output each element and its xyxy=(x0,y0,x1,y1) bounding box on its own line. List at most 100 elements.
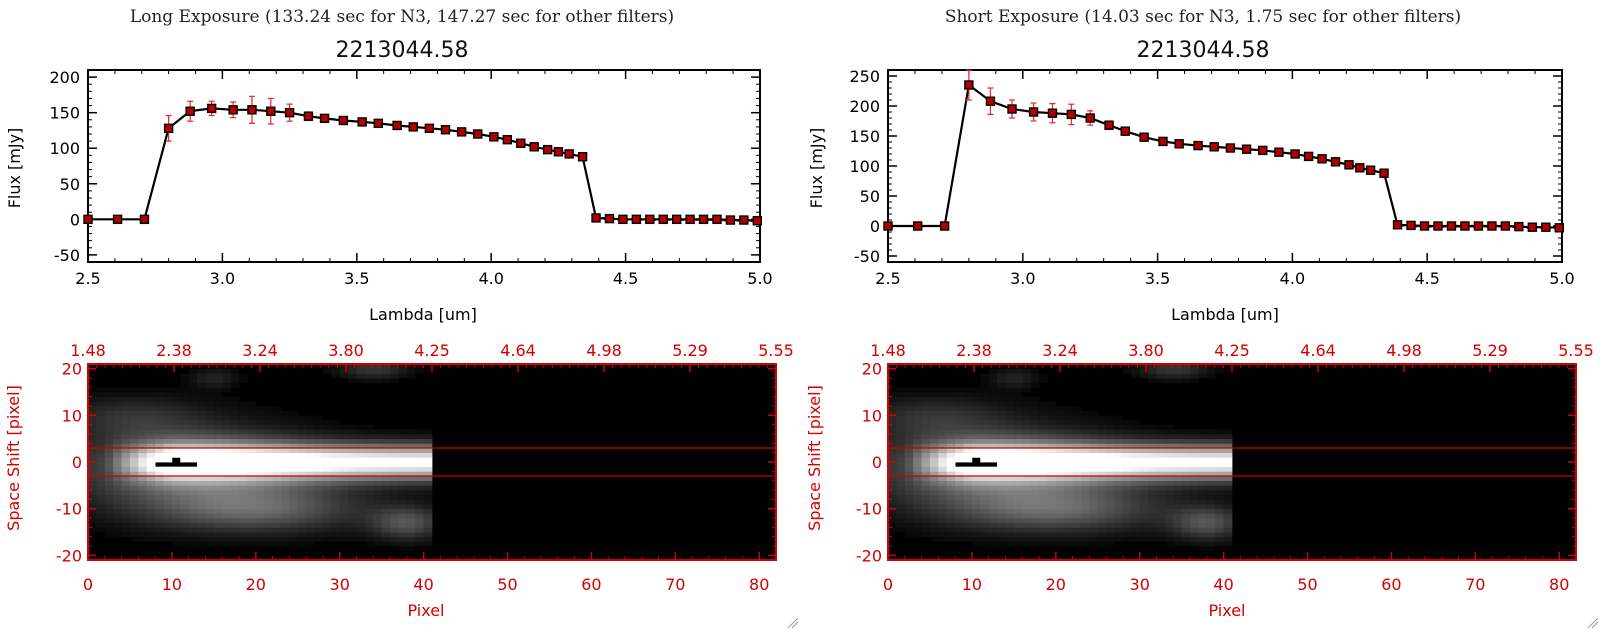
image-cell xyxy=(415,448,425,454)
image-cell xyxy=(1106,438,1115,444)
image-cell xyxy=(171,513,181,519)
image-cell xyxy=(264,476,273,482)
image-cell xyxy=(1198,476,1208,482)
image-cell xyxy=(373,541,383,547)
image-cell xyxy=(171,396,181,402)
image-cell xyxy=(1013,420,1023,426)
image-cell xyxy=(921,392,931,398)
image-cell xyxy=(356,378,366,384)
image-cell xyxy=(997,429,1006,435)
y-tick-label: 250 xyxy=(849,67,880,86)
image-cell xyxy=(322,504,332,510)
image-cell xyxy=(306,504,315,510)
image-cell xyxy=(348,457,357,463)
data-point xyxy=(1258,145,1268,156)
image-cell xyxy=(1190,429,1199,435)
data-point xyxy=(1392,220,1403,230)
image-cell xyxy=(913,466,922,472)
image-cell xyxy=(938,462,948,468)
image-cell xyxy=(1190,364,1199,370)
image-cell xyxy=(138,471,148,477)
image-cell xyxy=(121,443,131,449)
image-cell xyxy=(339,462,349,468)
x-axis-label: Lambda [um] xyxy=(369,305,477,324)
image-cell xyxy=(929,410,939,416)
image-cell xyxy=(247,415,257,421)
image-cell xyxy=(390,480,399,486)
image-cell xyxy=(1005,532,1015,538)
image-cell xyxy=(213,373,223,379)
data-point xyxy=(1193,140,1203,151)
image-cell xyxy=(1005,541,1015,547)
image-cell xyxy=(381,434,391,440)
image-cell xyxy=(1064,429,1073,435)
image-cell xyxy=(121,476,131,482)
image-cell xyxy=(1156,373,1166,379)
image-cell xyxy=(113,424,122,430)
image-cell xyxy=(1114,494,1124,500)
image-cell xyxy=(230,490,240,496)
image-cell xyxy=(938,504,948,510)
image-cell xyxy=(398,471,408,477)
image-cell xyxy=(280,443,290,449)
image-cell xyxy=(155,443,164,449)
y-tick-label: -50 xyxy=(54,246,80,265)
image-cell xyxy=(398,364,408,370)
image-cell xyxy=(180,378,190,384)
image-cell xyxy=(423,490,433,496)
image-cell xyxy=(963,522,973,528)
image-cell xyxy=(331,457,341,463)
image-cell xyxy=(896,434,906,440)
image-cell xyxy=(1097,424,1107,430)
image-cell xyxy=(197,513,206,519)
image-cell xyxy=(331,462,341,468)
image-cell xyxy=(104,457,114,463)
image-cell xyxy=(971,522,981,528)
image-cell xyxy=(1156,532,1166,538)
image-cell xyxy=(1080,504,1090,510)
data-point xyxy=(1028,107,1039,117)
image-cell xyxy=(155,494,164,500)
image-cell xyxy=(289,480,299,486)
image-cell xyxy=(1148,368,1157,374)
image-cell xyxy=(339,448,349,454)
image-cell xyxy=(373,508,383,514)
image-cell xyxy=(929,443,939,449)
image-cell xyxy=(272,508,282,514)
image-cell xyxy=(264,518,273,524)
image-cell xyxy=(138,485,148,491)
image-cell xyxy=(929,466,939,472)
image-cell xyxy=(1072,424,1082,430)
image-cell xyxy=(1206,443,1216,449)
image-cell xyxy=(896,499,906,505)
resize-grip-left[interactable] xyxy=(787,617,799,629)
image-cell xyxy=(921,434,931,440)
image-cell xyxy=(997,480,1006,486)
image-cell xyxy=(180,522,190,528)
image-cell xyxy=(997,392,1006,398)
image-cell xyxy=(1055,466,1065,472)
resize-grip-right[interactable] xyxy=(1587,617,1599,629)
image-cell xyxy=(96,513,106,519)
image-cell xyxy=(913,434,922,440)
image-cell xyxy=(96,508,106,514)
image-cell xyxy=(280,508,290,514)
image-cell xyxy=(1190,527,1199,533)
image-cell xyxy=(997,438,1006,444)
image-cell xyxy=(364,494,374,500)
image-cell xyxy=(188,438,198,444)
image-cell xyxy=(929,457,939,463)
image-cell xyxy=(364,434,374,440)
image-cell xyxy=(222,466,232,472)
image-cell xyxy=(180,382,190,388)
image-cell xyxy=(138,429,148,435)
image-cell xyxy=(96,471,106,477)
image-cell xyxy=(1190,494,1199,500)
panel-title-short: Short Exposure (14.03 sec for N3, 1.75 s… xyxy=(945,7,1461,27)
image-cell xyxy=(348,527,357,533)
image-cell xyxy=(247,420,257,426)
image-cell xyxy=(180,518,190,524)
image-cell xyxy=(406,485,416,491)
image-cell xyxy=(364,490,374,496)
image-cell xyxy=(264,513,273,519)
